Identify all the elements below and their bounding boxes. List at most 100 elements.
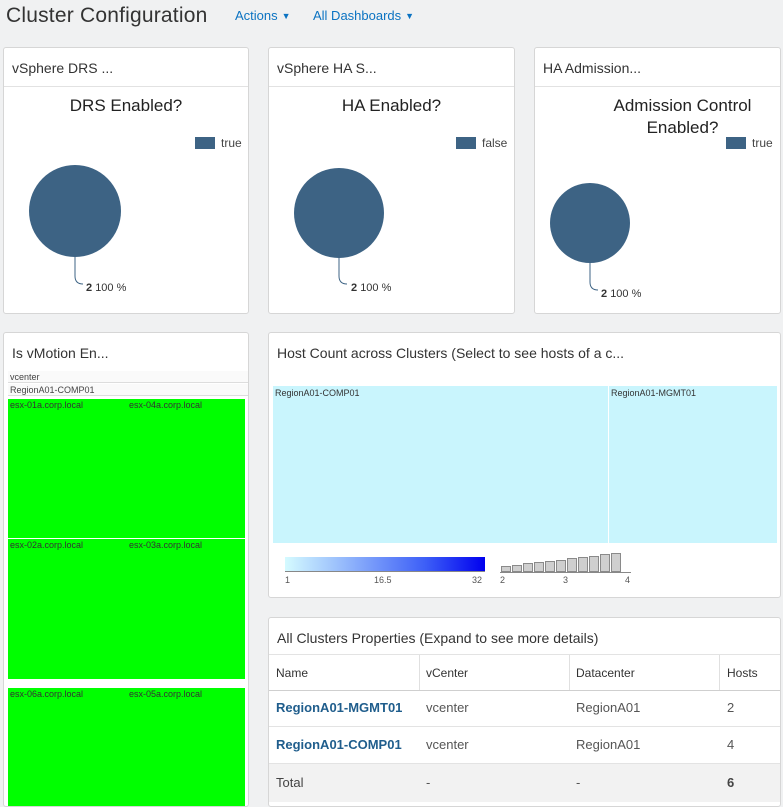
total-row	[269, 764, 780, 802]
pie-count: 2	[351, 282, 358, 294]
host-cell[interactable]: esx-02a.corp.local	[8, 539, 128, 679]
treemap-path-root[interactable]: vcenter	[8, 371, 248, 383]
widget-title[interactable]: Host Count across Clusters (Select to se…	[277, 345, 625, 361]
pie-slice[interactable]	[550, 183, 630, 263]
divider	[269, 726, 780, 727]
actions-label: Actions	[235, 8, 278, 23]
chevron-down-icon: ▼	[281, 11, 291, 21]
cluster-name-link[interactable]: RegionA01-MGMT01	[276, 700, 403, 715]
cluster-cell[interactable]: RegionA01-MGMT01	[609, 386, 777, 543]
total-cell: -	[426, 775, 431, 790]
chart-title: DRS Enabled?	[69, 96, 183, 115]
divider	[269, 690, 780, 691]
color-scale-label: 16.5	[374, 575, 392, 585]
size-scale-bar	[589, 555, 599, 572]
pie-chart	[550, 183, 630, 291]
size-scale-bar	[567, 558, 577, 572]
size-scale-label: 4	[625, 575, 631, 585]
drs-widget: vSphere DRS ... DRS Enabled? true 2 100 …	[3, 47, 249, 314]
column-header-name[interactable]: Name	[276, 666, 309, 680]
page-header: Cluster Configuration Actions ▼ All Dashb…	[0, 0, 783, 34]
pie-leader-line	[338, 258, 348, 285]
divider	[269, 763, 780, 764]
legend-label: true	[221, 136, 242, 150]
total-cell: 6	[727, 775, 735, 790]
table-cell: RegionA01	[576, 700, 641, 715]
color-scale-label: 32	[472, 575, 483, 585]
pie-data-label: 2 100 %	[86, 282, 126, 294]
size-scale-bar	[600, 554, 610, 572]
table-cell: vcenter	[426, 737, 469, 752]
legend-item[interactable]: true	[726, 136, 773, 150]
widget-title[interactable]: All Clusters Properties (Expand to see m…	[277, 630, 599, 646]
column-header-vcenter[interactable]: vCenter	[426, 666, 469, 680]
color-scale-label: 1	[285, 575, 291, 585]
admission-widget: HA Admission... Admission Control Enable…	[534, 47, 781, 314]
all-dashboards-menu[interactable]: All Dashboards ▼	[313, 8, 414, 23]
pie-percent: 100 %	[360, 282, 392, 294]
pie-count: 2	[601, 288, 608, 300]
size-scale-bar	[534, 562, 544, 572]
legend-item[interactable]: false	[456, 136, 507, 150]
table-cell: RegionA01	[576, 737, 641, 752]
legend-label: true	[752, 136, 773, 150]
widget-title[interactable]: vSphere DRS ...	[12, 60, 114, 76]
column-header-hosts[interactable]: Hosts	[727, 666, 758, 680]
size-scale-bar	[611, 553, 621, 572]
pie-leader-line	[74, 257, 84, 285]
legend-swatch	[726, 137, 746, 149]
column-divider	[719, 655, 720, 690]
total-label: Total	[276, 775, 304, 790]
pie-leader-line	[589, 263, 599, 291]
divider	[4, 86, 248, 87]
host-cell[interactable]: esx-06a.corp.local	[8, 688, 128, 806]
pie-data-label: 2 100 %	[601, 288, 641, 300]
chevron-down-icon: ▼	[405, 11, 415, 21]
size-scale-bar	[578, 556, 588, 572]
vmotion-widget: Is vMotion En... vcenter RegionA01-COMP0…	[3, 332, 249, 807]
actions-menu[interactable]: Actions ▼	[235, 8, 291, 23]
column-divider	[569, 655, 570, 690]
column-header-datacenter[interactable]: Datacenter	[576, 666, 635, 680]
size-scale-bar	[512, 564, 522, 572]
pie-slice[interactable]	[29, 165, 121, 257]
pie-percent: 100 %	[610, 288, 642, 300]
chart-title: HA Enabled?	[341, 96, 442, 115]
size-scale-bar	[501, 566, 511, 572]
ha-widget: vSphere HA S... HA Enabled? false 2 100 …	[268, 47, 515, 314]
size-scale-bar	[556, 559, 566, 572]
table-cell: vcenter	[426, 700, 469, 715]
cluster-name-link[interactable]: RegionA01-COMP01	[276, 737, 402, 752]
pie-chart	[294, 168, 384, 285]
legend-item[interactable]: true	[195, 136, 242, 150]
treemap-path-cluster[interactable]: RegionA01-COMP01	[8, 384, 248, 396]
size-scale-axis	[500, 572, 631, 573]
host-cell[interactable]: esx-01a.corp.local	[8, 399, 128, 538]
legend-swatch	[456, 137, 476, 149]
host-cell[interactable]: esx-04a.corp.local	[127, 399, 245, 538]
pie-slice[interactable]	[294, 168, 384, 258]
legend-swatch	[195, 137, 215, 149]
size-scale-bar	[545, 560, 555, 572]
pie-percent: 100 %	[95, 282, 127, 294]
color-scale-axis	[285, 571, 485, 572]
host-cell[interactable]: esx-03a.corp.local	[127, 539, 245, 679]
color-scale-bar	[285, 557, 485, 571]
pie-chart	[29, 165, 121, 285]
size-scale-label: 3	[563, 575, 569, 585]
column-divider	[419, 655, 420, 690]
table-cell: 4	[727, 737, 735, 752]
all-dashboards-label: All Dashboards	[313, 8, 402, 23]
pie-data-label: 2 100 %	[351, 282, 391, 294]
divider	[269, 654, 780, 655]
page-title: Cluster Configuration	[6, 4, 208, 27]
widget-title[interactable]: Is vMotion En...	[12, 345, 109, 361]
widget-title[interactable]: vSphere HA S...	[277, 60, 377, 76]
widget-title[interactable]: HA Admission...	[543, 60, 642, 76]
divider	[269, 86, 514, 87]
host-cell[interactable]: esx-05a.corp.local	[127, 688, 245, 806]
legend-label: false	[482, 136, 508, 150]
size-scale-label: 2	[500, 575, 506, 585]
table-cell: 2	[727, 700, 735, 715]
cluster-cell[interactable]: RegionA01-COMP01	[273, 386, 608, 543]
